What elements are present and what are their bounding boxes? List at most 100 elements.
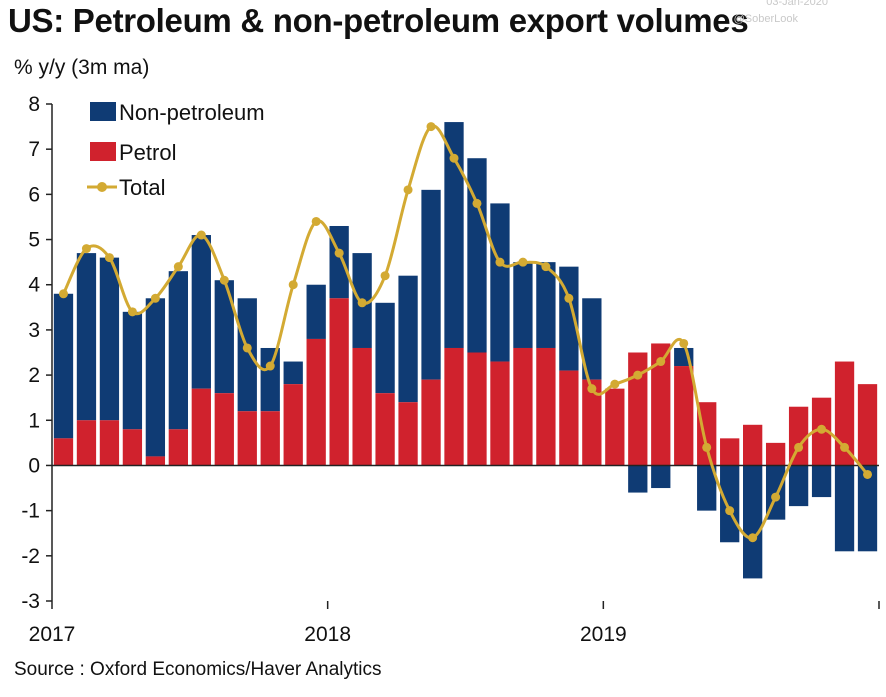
bar-petrol xyxy=(99,420,120,466)
y-tick-label: 3 xyxy=(28,319,40,342)
total-point xyxy=(748,533,758,543)
bar-non-petroleum xyxy=(743,465,763,579)
bar-petrol xyxy=(375,393,395,466)
bar-petrol xyxy=(743,424,763,466)
y-tick-label: 5 xyxy=(28,229,40,252)
total-point xyxy=(587,384,597,394)
bar-non-petroleum xyxy=(421,189,441,380)
bar-non-petroleum xyxy=(375,302,395,394)
bar-petrol xyxy=(765,442,786,466)
watermark-handle: @SoberLook xyxy=(733,13,798,25)
total-point xyxy=(288,280,298,290)
total-point xyxy=(426,122,436,132)
legend-swatch-petrol xyxy=(90,142,116,161)
y-tick-label: -1 xyxy=(21,500,40,523)
bar-petrol xyxy=(628,352,648,466)
bar-petrol xyxy=(421,379,441,466)
bar-non-petroleum xyxy=(237,298,257,412)
total-point xyxy=(564,293,574,303)
total-point xyxy=(311,216,321,226)
total-point xyxy=(403,185,413,195)
legend-label-non-petroleum: Non-petroleum xyxy=(119,100,265,125)
watermark-date: 03-Jan-2020 xyxy=(766,0,828,8)
y-tick-label: 7 xyxy=(28,138,40,161)
total-point xyxy=(725,506,735,516)
watermark: 03-Jan-2020 @SoberLook xyxy=(733,0,828,26)
bar-petrol xyxy=(329,298,349,466)
y-tick-label: -3 xyxy=(21,590,40,613)
total-point xyxy=(817,424,827,434)
x-tick-label: 2018 xyxy=(304,623,351,646)
total-point xyxy=(150,293,160,303)
bar-non-petroleum xyxy=(53,293,74,439)
total-point xyxy=(173,262,183,272)
bar-non-petroleum xyxy=(145,298,166,457)
non-petroleum-bars xyxy=(53,122,878,579)
total-point xyxy=(771,492,781,502)
bar-non-petroleum xyxy=(536,262,556,348)
bar-petrol xyxy=(720,438,740,466)
bar-petrol xyxy=(168,429,188,466)
y-tick-label: 0 xyxy=(28,454,40,477)
chart-title: US: Petroleum & non-petroleum export vol… xyxy=(8,2,749,39)
bar-non-petroleum xyxy=(306,284,326,339)
total-point xyxy=(472,198,482,208)
y-tick-label: 8 xyxy=(28,93,40,116)
total-point xyxy=(794,442,804,452)
total-point xyxy=(357,298,367,308)
bar-petrol xyxy=(605,388,625,466)
bar-non-petroleum xyxy=(697,465,717,511)
x-axis-ticks: 2017 2018 2019 xyxy=(29,601,880,646)
bar-petrol xyxy=(559,370,579,466)
bar-petrol xyxy=(444,347,464,466)
bar-non-petroleum xyxy=(191,235,211,389)
bar-non-petroleum xyxy=(214,280,234,394)
bar-petrol xyxy=(260,411,280,466)
bar-non-petroleum xyxy=(398,275,418,403)
bar-non-petroleum xyxy=(168,271,188,430)
y-tick-label: -2 xyxy=(21,545,40,568)
bar-petrol xyxy=(857,384,878,466)
bar-petrol xyxy=(536,347,556,466)
bar-non-petroleum xyxy=(260,347,280,412)
x-tick-label: 2017 xyxy=(29,623,76,646)
bar-petrol xyxy=(283,384,303,466)
bar-petrol xyxy=(191,388,211,466)
bar-petrol xyxy=(513,347,533,466)
total-point xyxy=(104,253,114,263)
bar-non-petroleum xyxy=(76,253,97,421)
total-point xyxy=(265,361,275,371)
legend-label-petrol: Petrol xyxy=(119,140,176,165)
bar-non-petroleum xyxy=(720,465,740,543)
total-point xyxy=(702,442,712,452)
y-tick-label: 4 xyxy=(28,274,40,297)
bar-petrol xyxy=(674,366,694,466)
bar-petrol xyxy=(352,347,372,466)
legend-swatch-non-petroleum xyxy=(90,102,116,121)
total-point xyxy=(58,289,68,299)
bar-non-petroleum xyxy=(559,266,579,371)
total-point xyxy=(242,343,252,353)
total-point xyxy=(840,442,850,452)
total-point xyxy=(127,307,137,317)
bar-non-petroleum xyxy=(444,122,464,348)
total-point xyxy=(334,248,344,258)
bar-non-petroleum xyxy=(857,465,878,552)
total-point xyxy=(449,153,459,163)
bar-petrol xyxy=(467,352,487,466)
legend: Non-petroleum Petrol Total xyxy=(87,100,265,200)
bar-petrol xyxy=(145,456,166,466)
bar-petrol xyxy=(306,338,326,466)
total-point xyxy=(196,230,206,240)
total-point xyxy=(679,338,689,348)
petrol-bars xyxy=(53,298,878,466)
bar-non-petroleum xyxy=(582,298,602,380)
y-tick-label: 1 xyxy=(28,409,40,432)
legend-swatch-total-dot xyxy=(97,182,107,192)
total-point xyxy=(610,379,620,389)
bar-petrol xyxy=(582,379,602,466)
bar-petrol xyxy=(490,361,510,466)
total-point xyxy=(863,469,873,479)
bar-non-petroleum xyxy=(628,465,648,493)
